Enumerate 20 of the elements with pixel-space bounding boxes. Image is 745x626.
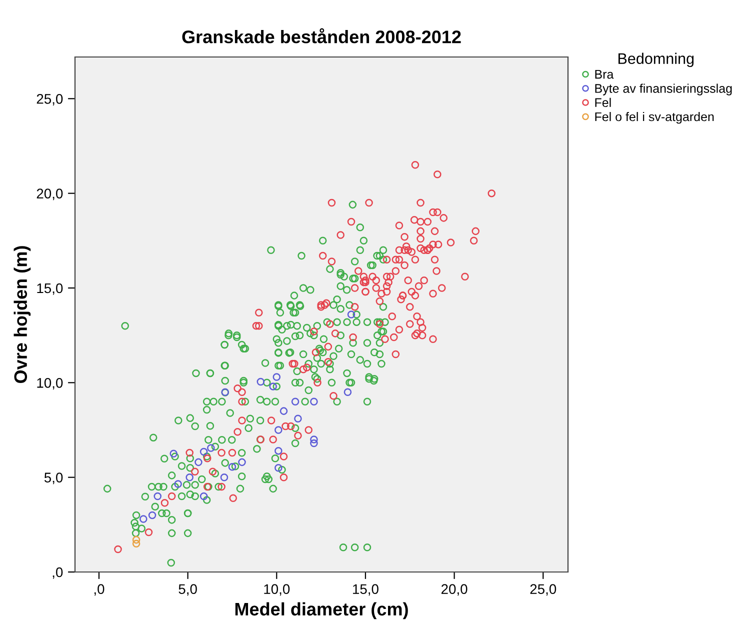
y-tick-label: 10,0 [37, 378, 63, 390]
y-axis-title: Ovre hojden (m) [14, 246, 31, 383]
legend-label: Bra [595, 70, 614, 79]
y-tick-label: ,0 [52, 567, 63, 579]
x-tick-label: 20,0 [441, 584, 468, 596]
y-tick-label: 25,0 [36, 94, 63, 106]
y-tick-label: 20,0 [36, 188, 63, 200]
y-tick-label: 5,0 [44, 472, 63, 484]
y-tick-label: 15,0 [37, 283, 63, 295]
legend-title: Bedomning [618, 52, 694, 68]
legend-label: Fel o fel i sv-atgarden [595, 112, 714, 124]
legend-label: Byte av finansieringsslag [595, 84, 732, 96]
x-tick-label: 5,0 [178, 584, 197, 596]
x-tick-label: ,0 [94, 584, 104, 596]
x-tick-label: 15,0 [353, 584, 378, 596]
x-axis-title: Medel diameter (cm) [235, 602, 408, 620]
chart-title: Granskade bestånden 2008-2012 [182, 28, 461, 44]
x-tick-label: 25,0 [530, 584, 556, 596]
legend-label: Fel [595, 98, 611, 108]
x-tick-label: 10,0 [264, 584, 290, 596]
